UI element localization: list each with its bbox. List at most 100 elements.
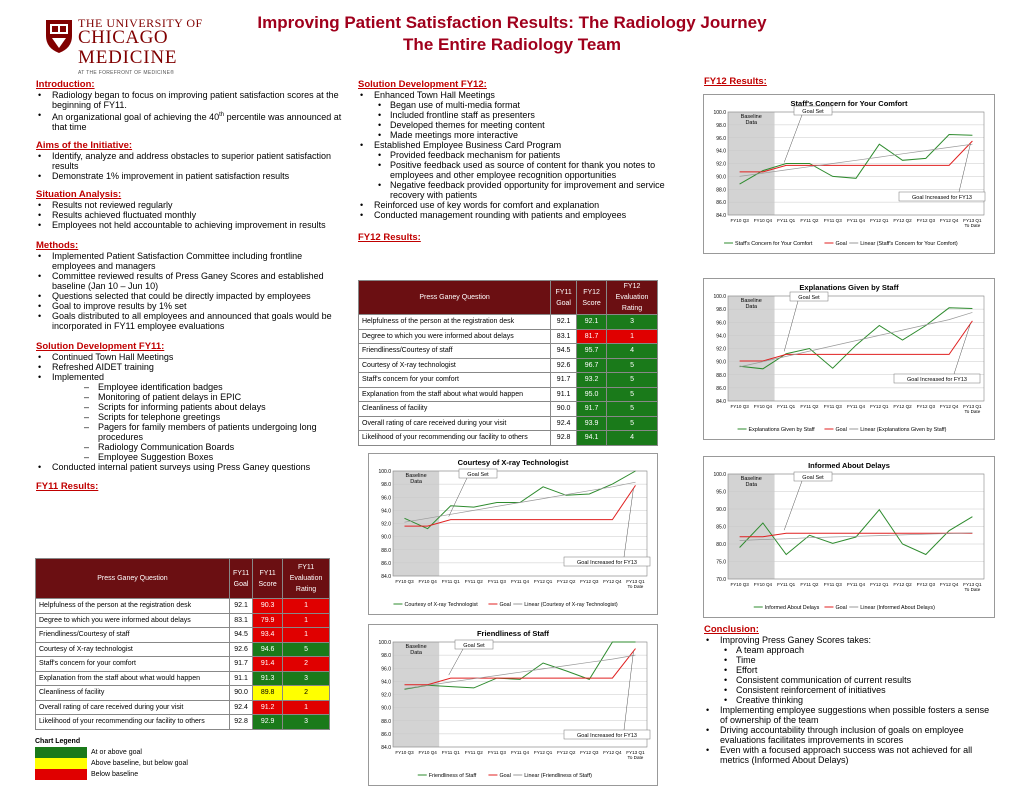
y-tick-label: 92.0 [381, 522, 391, 528]
x-tick-label: FY10 Q3 [730, 582, 749, 587]
x-tick-label: FY10 Q3 [730, 218, 749, 223]
data-series-line [739, 307, 973, 370]
table-row: Helpfulness of the person at the registr… [35, 598, 330, 614]
x-tick-label: FY11 Q1 [442, 750, 460, 755]
legend-row: Below baseline [35, 769, 215, 780]
question-cell: Friendliness/Courtesy of staff [357, 343, 552, 359]
sd11-subitem: Pagers for family members of patients un… [36, 422, 342, 442]
table-row: Degree to which you were informed about … [35, 612, 330, 628]
y-tick-label: 86.0 [716, 200, 726, 206]
x-tick-label: FY11 Q3 [488, 750, 506, 755]
x-tick-label: FY10 Q3 [730, 404, 749, 409]
intro-text-rest: percentile was announced at that time [52, 112, 342, 132]
y-tick-label: 100.0 [713, 472, 726, 478]
goal-increased-box [893, 373, 981, 384]
x-tick-label: FY12 Q4 [603, 579, 622, 584]
sd12-list-3: Reinforced use of key words for comfort … [358, 200, 678, 220]
x-tick-label: FY12 Q2 [893, 404, 912, 409]
score-cell: 95.0 [576, 386, 608, 402]
conclusion-list-2: Implementing employee suggestions when p… [704, 705, 996, 765]
goal-set-box [789, 291, 829, 302]
goal-cell: 92.4 [228, 699, 254, 715]
rating-cell: 3 [282, 714, 330, 730]
sd11-subitem: Employee identification badges [36, 382, 342, 392]
baseline-label: Baseline [741, 476, 762, 482]
rating-cell: 1 [282, 598, 330, 614]
baseline-label: Baseline [406, 644, 427, 650]
question-cell: Cleanliness of facility [357, 401, 552, 417]
legend-entry: Goal [835, 427, 846, 433]
legend-label: Below baseline [91, 771, 139, 778]
col-header: FY11 Goal [228, 558, 254, 599]
goal-increased-arrow [623, 651, 634, 731]
x-tick-label: FY11 Q1 [777, 404, 795, 409]
x-tick-label: FY12 Q4 [940, 404, 959, 409]
x-tick-label: FY10 Q4 [418, 579, 437, 584]
y-tick-label: 86.0 [381, 561, 391, 567]
methods-heading: Methods: [36, 240, 79, 251]
x-tick-label: FY10 Q3 [395, 750, 414, 755]
y-tick-label: 92.0 [381, 693, 391, 699]
x-tick-label: FY11 Q1 [777, 582, 795, 587]
y-tick-label: 100.0 [713, 294, 726, 300]
goal-set-label: Goal Set [802, 109, 824, 115]
y-tick-label: 90.0 [381, 535, 391, 541]
x-tick-label: FY12 Q4 [603, 750, 622, 755]
chart-legend: Chart Legend At or above goal Above base… [35, 738, 215, 780]
table-row: Likelihood of your recommending our faci… [357, 430, 658, 446]
legend-entry: Linear (Staff's Concern for Your Comfort… [860, 241, 958, 247]
question-cell: Overall rating of care received during y… [357, 415, 552, 431]
score-cell: 91.2 [252, 699, 284, 715]
y-tick-label: 95.0 [716, 490, 726, 496]
question-cell: Courtesy of X-ray technologist [357, 357, 552, 373]
legend-entry: Goal [499, 773, 510, 779]
goal-increased-label: Goal Increased for FY13 [907, 377, 967, 383]
fy11-results-table: Press Ganey Question FY11 Goal FY11 Scor… [35, 558, 330, 730]
chart-title: Staff's Concern for Your Comfort [791, 99, 908, 108]
question-cell: Cleanliness of facility [35, 685, 230, 701]
sd12-item: Enhanced Town Hall Meetings [358, 90, 678, 100]
legend-entry: Linear (Friendliness of Staff) [524, 773, 592, 779]
question-cell: Likelihood of your recommending our faci… [35, 714, 230, 730]
table-row: Explanation from the staff about what wo… [357, 386, 658, 402]
goal-line [739, 320, 973, 362]
title-line-1: Improving Patient Satisfaction Results: … [257, 13, 767, 32]
baseline-label-2: Data [745, 120, 758, 126]
aims-heading: Aims of the Initiative: [36, 140, 133, 151]
goal-set-arrow [783, 480, 803, 531]
y-tick-label: 94.0 [381, 508, 391, 514]
conclusion-subitem: Consistent reinforcement of initiatives [704, 685, 996, 695]
question-cell: Degree to which you were informed about … [357, 328, 552, 344]
x-tick-label: FY11 Q2 [465, 579, 483, 584]
logo-line-3: MEDICINE [78, 47, 178, 68]
intro-item: An organizational goal of achieving the … [36, 110, 342, 132]
x-tick-label: FY11 Q4 [511, 750, 529, 755]
goal-line [739, 532, 973, 538]
goal-increased-label: Goal Increased for FY13 [577, 560, 637, 566]
x-tick-label: FY11 Q4 [847, 404, 865, 409]
chart-informed-delays: Informed About Delays 70.0 75.0 80.0 85.0 90.… [703, 456, 995, 618]
table-row: Helpfulness of the person at the registr… [357, 314, 658, 330]
goal-set-arrow [783, 300, 799, 352]
y-tick-label: 96.0 [716, 136, 726, 142]
intro-list: Radiology began to focus on improving pa… [36, 90, 342, 132]
x-tick-label: FY11 Q1 [777, 218, 795, 223]
fy12-results-table: Press Ganey Question FY11 Goal FY12 Scor… [357, 280, 658, 446]
legend-entry: Informed About Delays [765, 605, 820, 611]
y-tick-label: 86.0 [716, 386, 726, 392]
x-tick-label: FY10 Q4 [754, 404, 773, 409]
conclusion-subitem: Effort [704, 665, 996, 675]
score-cell: 92.9 [252, 714, 284, 730]
table-row: Friendliness/Courtesy of staff 94.5 93.4 1 [35, 627, 330, 643]
y-tick-label: 100.0 [713, 110, 726, 116]
rating-cell: 5 [606, 401, 658, 417]
table-row: Staff's concern for your comfort 91.7 91.4… [35, 656, 330, 672]
question-cell: Helpfulness of the person at the registr… [35, 598, 230, 614]
x-tick-label: FY11 Q3 [824, 218, 842, 223]
conclusion-subitem: Time [704, 655, 996, 665]
sd12-subitem: Included frontline staff as presenters [358, 110, 678, 120]
rating-cell: 4 [606, 343, 658, 359]
shield-icon [46, 20, 72, 53]
trend-line [739, 312, 973, 368]
situation-item: Results achieved fluctuated monthly [36, 210, 342, 220]
